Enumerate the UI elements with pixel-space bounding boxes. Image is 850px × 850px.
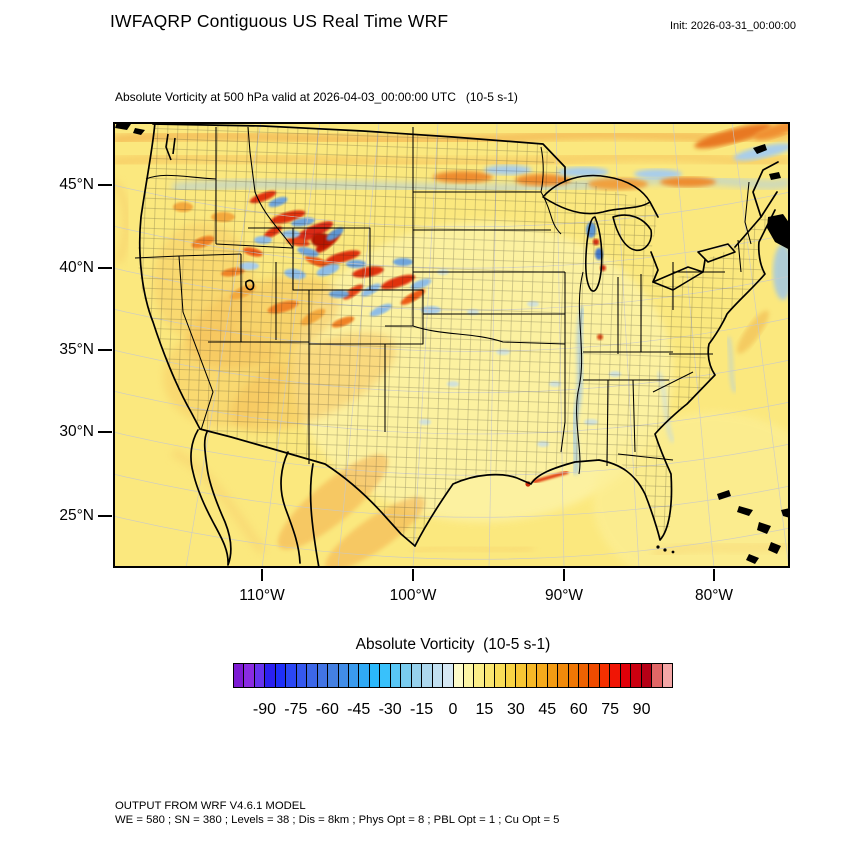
lon-tick-mark [713,569,715,581]
colorbar-segment [401,664,412,687]
colorbar-segment [254,664,266,687]
vorticity-map [113,122,790,568]
colorbar-segment [234,664,245,687]
colorbar-segment [568,664,579,687]
lon-tick-label: 90°W [544,587,584,604]
colorbar-segment [443,664,454,687]
colorbar-segment [578,664,590,687]
colorbar-tick-label: -15 [410,701,434,718]
lat-tick-mark [98,515,112,517]
lon-tick-mark [563,569,565,581]
lat-tick-label: 45°N [59,176,94,193]
model-config-footer: OUTPUT FROM WRF V4.6.1 MODEL WE = 580 ; … [115,799,559,827]
lat-tick-mark [98,349,112,351]
colorbar-segment [328,664,339,687]
colorbar-segment [652,664,663,687]
colorbar-tick-label: 30 [506,701,525,718]
colorbar-segment [547,664,559,687]
colorbar-segment [317,664,329,687]
lon-tick-mark [261,569,263,581]
colorbar-segment [558,664,569,687]
colorbar-title: Absolute Vorticity (10-5 s-1) [355,636,551,653]
colorbar-segment [338,664,349,687]
colorbar-segment [422,664,433,687]
colorbar-segment [495,664,506,687]
lat-tick-mark [98,267,112,269]
colorbar-segment [610,664,621,687]
lat-tick-label: 40°N [59,259,94,276]
colorbar-tick-label: -30 [378,701,402,718]
lon-tick-label: 110°W [239,587,285,604]
colorbar-tick-label: 15 [475,701,494,718]
colorbar-tick-label: 90 [632,701,651,718]
colorbar-segment [453,664,464,687]
colorbar-tick-label: -90 [252,701,276,718]
map-canvas [113,122,790,568]
colorbar-tick-label: -45 [347,701,371,718]
colorbar-segment [526,664,538,687]
colorbar-segment [307,664,318,687]
colorbar-tick-label: -75 [284,701,308,718]
colorbar [233,663,673,688]
colorbar-segment [348,664,360,687]
colorbar-tick-label: -60 [315,701,339,718]
colorbar-segment [359,664,370,687]
colorbar-segment [275,664,287,687]
colorbar-segment [380,664,391,687]
lon-tick-mark [412,569,414,581]
great-lakes [165,133,736,292]
lat-tick-mark [98,184,112,186]
footer-line1: OUTPUT FROM WRF V4.6.1 MODEL [115,800,306,812]
colorbar-segment [516,664,527,687]
colorbar-segment [620,664,632,687]
colorbar-segment [505,664,517,687]
colorbar-segment [641,664,653,687]
colorbar-segment [463,664,475,687]
colorbar-segment [286,664,297,687]
colorbar-segment [432,664,444,687]
lon-tick-label: 80°W [694,587,734,604]
colorbar-segment [296,664,308,687]
footer-line2: WE = 580 ; SN = 380 ; Levels = 38 ; Dis … [115,814,560,826]
colorbar-segment [537,664,548,687]
colorbar-segment [631,664,642,687]
colorbar-segment [244,664,255,687]
coastline [138,122,779,568]
colorbar-segment [662,664,673,687]
init-timestamp: Init: 2026-03-31_00:00:00 [670,20,796,32]
colorbar-tick-label: 75 [601,701,620,718]
colorbar-segment [265,664,276,687]
colorbar-tick-label: 0 [448,701,458,718]
lat-tick-label: 35°N [59,341,94,358]
colorbar-segment [599,664,611,687]
colorbar-segment [484,664,496,687]
lat-tick-label: 25°N [59,507,94,524]
lat-tick-label: 30°N [59,423,94,440]
map-frame-border [113,122,790,568]
colorbar-segment [474,664,485,687]
field-subtitle: Absolute Vorticity at 500 hPa valid at 2… [115,90,518,104]
lon-tick-label: 100°W [389,587,437,604]
colorbar-segment [390,664,402,687]
lat-tick-mark [98,431,112,433]
colorbar-tick-label: 60 [569,701,588,718]
page-title: IWFAQRP Contiguous US Real Time WRF [110,11,449,31]
colorbar-segment [589,664,600,687]
colorbar-tick-label: 45 [538,701,557,718]
colorbar-segment [369,664,381,687]
colorbar-segment [411,664,423,687]
